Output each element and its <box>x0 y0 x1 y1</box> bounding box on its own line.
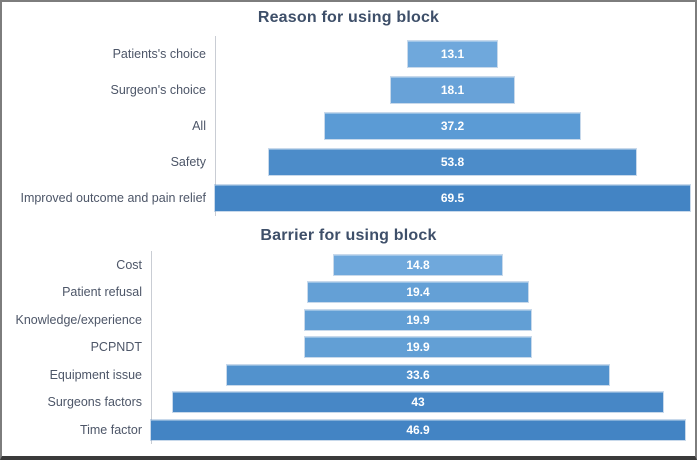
bar-track: 18.1 <box>215 72 690 108</box>
bar-track: 19.9 <box>151 334 685 362</box>
bar-track: 69.5 <box>215 180 690 216</box>
bar: 14.8 <box>333 254 503 275</box>
value-label: 19.9 <box>406 340 430 355</box>
category-label: Equipment issue <box>49 367 142 382</box>
bar-track: 13.1 <box>215 36 690 72</box>
bar-track: 43 <box>151 389 685 417</box>
chart-row: All 37.2 <box>2 108 695 144</box>
bar-track: 19.9 <box>151 306 685 334</box>
barrier-chart-plot-area: Cost 14.8 Patient refusal 19.4 Knowledge/exp… <box>2 251 695 444</box>
chart-row: Patients's choice 13.1 <box>2 36 695 72</box>
value-label: 18.1 <box>440 83 465 97</box>
chart-row: Surgeon's choice 18.1 <box>2 72 695 108</box>
bar: 19.4 <box>307 282 529 303</box>
category-label: Patients's choice <box>112 47 206 61</box>
bar-track: 46.9 <box>151 416 685 444</box>
bar: 46.9 <box>151 419 685 440</box>
value-label: 14.8 <box>406 257 430 272</box>
chart-title-reason: Reason for using block <box>257 9 440 26</box>
bar: 19.9 <box>304 337 532 358</box>
bar: 19.9 <box>304 309 532 330</box>
value-label: 43 <box>411 395 425 410</box>
chart-row: Equipment issue 33.6 <box>2 361 695 389</box>
value-label: 19.4 <box>406 285 430 300</box>
category-label: PCPNDT <box>90 340 142 355</box>
bar-track: 33.6 <box>151 361 685 389</box>
barrier-for-using-block-chart: Barrier for using block Cost 14.8 Patient … <box>2 227 695 444</box>
category-label: Surgeons factors <box>47 395 143 410</box>
chart-row: Improved outcome and pain relief 69.5 <box>2 180 695 216</box>
value-label: 19.9 <box>406 312 430 327</box>
bar: 53.8 <box>268 149 637 175</box>
category-label: Improved outcome and pain relief <box>20 191 206 205</box>
category-label: Cost <box>116 257 142 272</box>
bar: 69.5 <box>215 185 690 211</box>
reason-for-using-block-chart: Reason for using block Patients's choice… <box>2 9 695 216</box>
value-label: 13.1 <box>440 47 465 61</box>
chart-row: Surgeons factors 43 <box>2 389 695 417</box>
chart-row: Safety 53.8 <box>2 144 695 180</box>
bar-track: 53.8 <box>215 144 690 180</box>
bar: 43 <box>173 392 663 413</box>
category-label: Time factor <box>79 422 142 437</box>
bar-track: 37.2 <box>215 108 690 144</box>
category-label: All <box>192 119 206 133</box>
category-label: Patient refusal <box>62 285 142 300</box>
chart-row: Cost 14.8 <box>2 251 695 279</box>
y-axis-line <box>151 251 152 444</box>
bar: 13.1 <box>407 41 498 67</box>
y-axis-line <box>215 36 216 216</box>
category-label: Safety <box>170 155 206 169</box>
bar-track: 14.8 <box>151 251 685 279</box>
value-label: 69.5 <box>440 191 465 205</box>
value-label: 33.6 <box>406 367 430 382</box>
chart-row: PCPNDT 19.9 <box>2 334 695 362</box>
reason-chart-plot-area: Patients's choice 13.1 Surgeon's choice 18.… <box>2 36 695 216</box>
chart-row: Time factor 46.9 <box>2 416 695 444</box>
bar-track: 19.4 <box>151 279 685 307</box>
bar: 37.2 <box>325 113 580 139</box>
bar: 33.6 <box>226 364 610 385</box>
category-label: Surgeon's choice <box>110 83 206 97</box>
value-label: 46.9 <box>406 422 430 437</box>
category-label: Knowledge/experience <box>15 312 142 327</box>
chart-row: Patient refusal 19.4 <box>2 279 695 307</box>
chart-row: Knowledge/experience 19.9 <box>2 306 695 334</box>
value-label: 53.8 <box>440 155 465 169</box>
chart-title-barrier: Barrier for using block <box>260 227 437 244</box>
value-label: 37.2 <box>440 119 465 133</box>
bar: 18.1 <box>390 77 515 103</box>
